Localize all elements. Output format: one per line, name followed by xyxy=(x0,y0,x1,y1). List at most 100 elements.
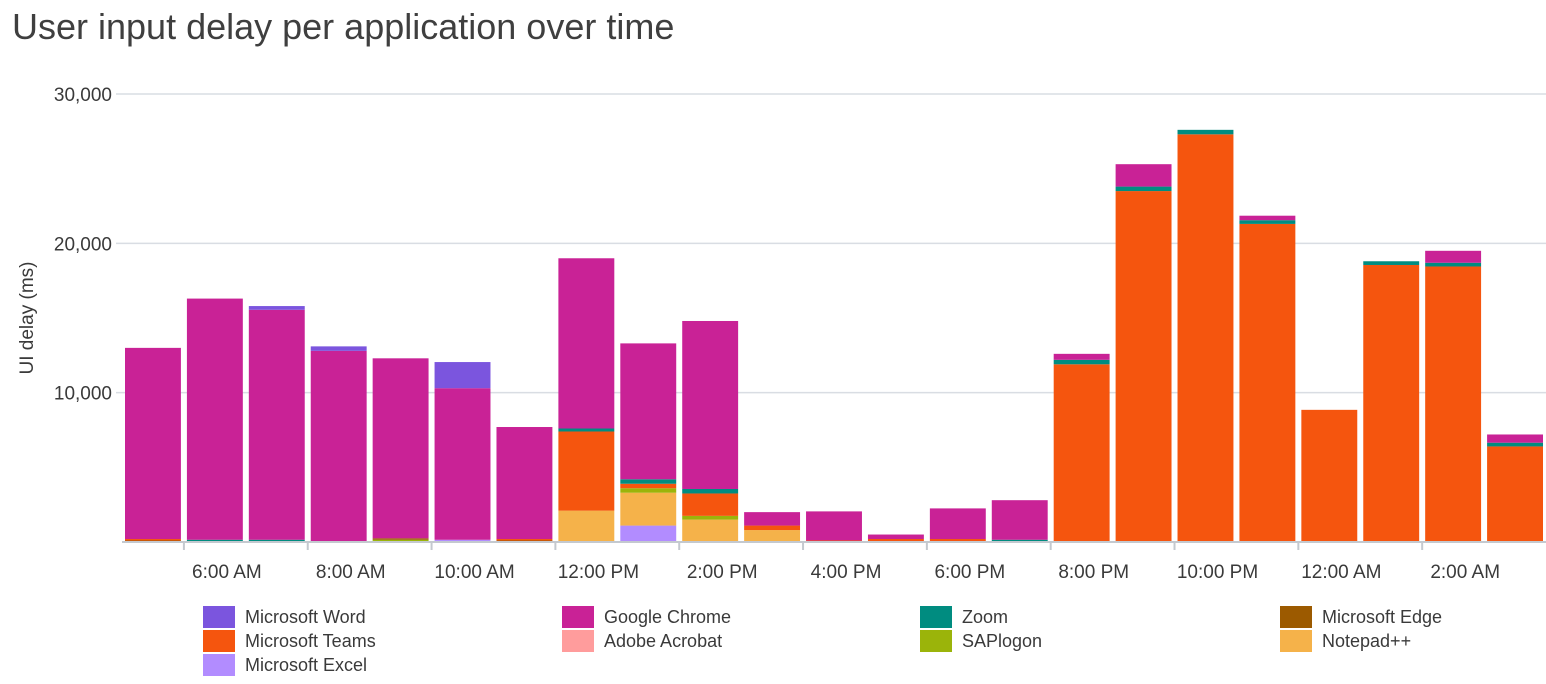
bar-segment-microsoft-edge[interactable] xyxy=(372,538,429,540)
legend-label: Zoom xyxy=(962,606,1009,627)
bar-segment-google-chrome[interactable] xyxy=(620,343,677,480)
bar-segment-google-chrome[interactable] xyxy=(558,258,615,429)
legend-item-microsoft-teams[interactable]: Microsoft Teams xyxy=(203,630,376,652)
bar-segment-google-chrome[interactable] xyxy=(682,320,739,489)
legend-label: Google Chrome xyxy=(604,606,732,627)
x-tick-label: 2:00 AM xyxy=(1430,562,1500,583)
legend-item-saplogon[interactable]: SAPlogon xyxy=(920,630,1042,652)
x-tick-label: 4:00 PM xyxy=(811,562,882,583)
bar-segment-google-chrome[interactable] xyxy=(1053,353,1110,360)
legend-item-adobe-acrobat[interactable]: Adobe Acrobat xyxy=(562,630,722,652)
bar-segment-microsoft-teams[interactable] xyxy=(867,539,924,542)
bar-segment-google-chrome[interactable] xyxy=(1115,164,1172,187)
bar-segment-google-chrome[interactable] xyxy=(929,508,986,540)
bar-segment-google-chrome[interactable] xyxy=(248,309,305,540)
bar-segment-microsoft-teams[interactable] xyxy=(1053,364,1110,542)
bar-segment-zoom[interactable] xyxy=(1425,262,1482,267)
legend-swatch xyxy=(1280,630,1312,652)
x-tick-label: 10:00 AM xyxy=(434,562,514,583)
x-tick-label: 6:00 AM xyxy=(192,562,262,583)
x-tick-label: 8:00 AM xyxy=(316,562,386,583)
bar-segment-google-chrome[interactable] xyxy=(806,511,862,541)
bar-segment-microsoft-excel[interactable] xyxy=(434,539,491,542)
bar-segment-zoom[interactable] xyxy=(991,539,1048,542)
bar-segment-microsoft-teams[interactable] xyxy=(1177,134,1234,542)
bar-segment-zoom[interactable] xyxy=(558,428,615,432)
bar-segment-google-chrome[interactable] xyxy=(867,534,924,540)
x-axis: 6:00 AM 8:00 AM 10:00 AM 12:00 PM 2:00 PM 4:0… xyxy=(122,541,1546,583)
x-tick-label: 12:00 PM xyxy=(558,562,639,583)
bar-segment-microsoft-teams[interactable] xyxy=(620,483,677,489)
bar-segment-notepad-[interactable] xyxy=(558,510,615,542)
bar-segment-google-chrome[interactable] xyxy=(434,388,491,540)
legend-item-microsoft-edge[interactable]: Microsoft Edge xyxy=(1280,606,1442,628)
legend-item-microsoft-excel[interactable]: Microsoft Excel xyxy=(203,654,367,676)
bar-segment-google-chrome[interactable] xyxy=(1239,215,1296,221)
bar-segment-zoom[interactable] xyxy=(1053,359,1110,365)
bar-segment-microsoft-word[interactable] xyxy=(310,346,367,351)
bar-segment-microsoft-teams[interactable] xyxy=(1487,446,1543,542)
bar-segment-microsoft-teams[interactable] xyxy=(558,431,615,511)
legend-label: Microsoft Word xyxy=(245,606,366,627)
bar-segment-zoom[interactable] xyxy=(620,479,677,484)
bar-segment-microsoft-teams[interactable] xyxy=(744,525,801,531)
bar-segment-notepad-[interactable] xyxy=(620,492,677,526)
legend-swatch xyxy=(562,606,594,628)
bar-segment-google-chrome[interactable] xyxy=(125,347,181,540)
legend-swatch xyxy=(203,606,235,628)
y-tick-label: 20,000 xyxy=(54,234,112,255)
bar-segment-google-chrome[interactable] xyxy=(991,500,1048,540)
bar-segment-google-chrome[interactable] xyxy=(372,358,429,539)
y-tick-label: 10,000 xyxy=(54,384,112,405)
bar-segment-microsoft-teams[interactable] xyxy=(929,539,986,542)
legend-item-zoom[interactable]: Zoom xyxy=(920,606,1008,628)
bar-segment-zoom[interactable] xyxy=(248,539,305,542)
bar-segment-microsoft-teams[interactable] xyxy=(1115,191,1172,543)
bar-segment-microsoft-teams[interactable] xyxy=(496,539,553,541)
legend-label: Microsoft Excel xyxy=(245,654,368,675)
bar-segment-zoom[interactable] xyxy=(186,539,243,542)
legend-swatch xyxy=(203,654,235,676)
bar-segment-google-chrome[interactable] xyxy=(744,512,801,526)
legend-label: Microsoft Teams xyxy=(245,630,376,651)
legend-swatch xyxy=(1280,606,1312,628)
legend-item-microsoft-word[interactable]: Microsoft Word xyxy=(203,606,366,628)
bar-segment-microsoft-excel[interactable] xyxy=(620,525,677,542)
bar-segment-microsoft-teams[interactable] xyxy=(1425,266,1482,542)
bar-segment-microsoft-teams[interactable] xyxy=(1239,223,1296,543)
bar-segment-microsoft-teams[interactable] xyxy=(682,493,739,516)
bar-segment-saplogon[interactable] xyxy=(620,488,677,493)
x-tick-label: 12:00 AM xyxy=(1301,562,1381,583)
y-axis-labels: 10,000 20,000 30,000 xyxy=(54,85,112,405)
bar-segment-zoom[interactable] xyxy=(1115,186,1172,192)
bar-segment-zoom[interactable] xyxy=(1239,220,1296,224)
bar-segment-microsoft-word[interactable] xyxy=(434,362,491,389)
bar-segment-zoom[interactable] xyxy=(1363,261,1420,265)
bar-segment-zoom[interactable] xyxy=(1487,442,1543,447)
chart-legend: Microsoft Word Google Chrome Zoom Microsoft… xyxy=(0,602,1546,682)
legend-swatch xyxy=(920,630,952,652)
bar-segment-saplogon[interactable] xyxy=(372,539,429,542)
bar-segment-microsoft-teams[interactable] xyxy=(125,539,181,541)
bar-segment-zoom[interactable] xyxy=(682,488,739,494)
x-tick-label: 8:00 PM xyxy=(1058,562,1129,583)
bar-segment-microsoft-teams[interactable] xyxy=(1301,409,1358,542)
bar-segment-notepad-[interactable] xyxy=(682,519,739,542)
bar-segment-notepad-[interactable] xyxy=(744,530,801,542)
bar-segment-google-chrome[interactable] xyxy=(310,350,367,542)
bar-segment-saplogon[interactable] xyxy=(682,515,739,520)
bar-segment-google-chrome[interactable] xyxy=(186,298,243,540)
legend-label: Adobe Acrobat xyxy=(604,630,723,651)
bar-segment-microsoft-teams[interactable] xyxy=(1363,264,1420,542)
bar-segment-google-chrome[interactable] xyxy=(1487,434,1543,443)
bar-segment-google-chrome[interactable] xyxy=(1425,250,1482,263)
y-axis-title: UI delay (ms) xyxy=(17,262,38,375)
x-tick-label: 10:00 PM xyxy=(1177,562,1258,583)
bar-segment-zoom[interactable] xyxy=(1177,129,1234,135)
legend-item-google-chrome[interactable]: Google Chrome xyxy=(562,606,731,628)
bar-segment-microsoft-word[interactable] xyxy=(248,306,305,310)
chart-plot: 6:00 AM 8:00 AM 10:00 AM 12:00 PM 2:00 PM 4:0… xyxy=(17,85,1546,583)
legend-item-notepad-[interactable]: Notepad++ xyxy=(1280,630,1411,652)
legend-label: SAPlogon xyxy=(962,630,1043,651)
bar-segment-google-chrome[interactable] xyxy=(496,427,553,540)
